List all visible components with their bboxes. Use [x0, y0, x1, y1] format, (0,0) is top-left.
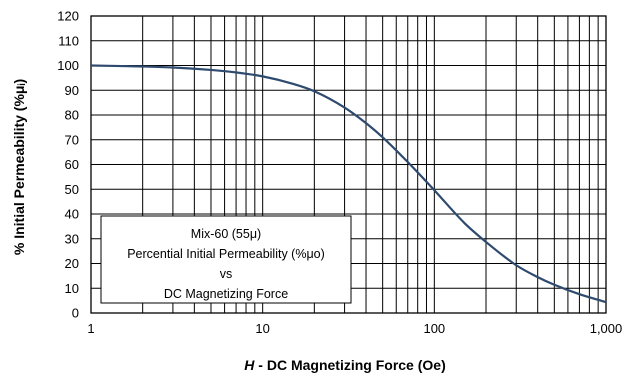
legend-line: vs — [220, 267, 233, 281]
y-tick-label: 110 — [58, 33, 79, 48]
x-tick-label: 10 — [255, 321, 269, 336]
y-tick-label: 50 — [65, 182, 79, 197]
y-tick-label: 120 — [57, 9, 79, 24]
series — [90, 64, 607, 304]
legend-line: Mix-60 (55μ) — [191, 227, 261, 241]
y-tick-label: 90 — [65, 83, 79, 98]
y-tick-label: 100 — [57, 58, 79, 73]
y-tick-labels: 0 10 20 30 40 50 60 70 80 90 100 110 120 — [57, 9, 79, 321]
y-tick-label: 40 — [65, 207, 79, 222]
series-line — [90, 64, 607, 304]
plot-frame — [90, 15, 607, 314]
y-axis-title: % Initial Permeability (%μᵢ) — [11, 79, 27, 255]
y-tick-label: 30 — [65, 231, 79, 246]
x-tick-label: 1 — [87, 321, 94, 336]
legend: Mix-60 (55μ) Percential Initial Permeabil… — [100, 215, 352, 304]
y-tick-label: 80 — [65, 108, 79, 123]
y-tick-label: 60 — [65, 157, 79, 172]
y-tick-label: 20 — [65, 256, 79, 271]
legend-line: Percential Initial Permeability (%μo) — [127, 247, 325, 261]
legend-line: DC Magnetizing Force — [164, 287, 288, 301]
legend-box — [100, 215, 352, 304]
x-tick-label: 100 — [423, 321, 445, 336]
y-tick-label: 0 — [72, 306, 79, 321]
y-tick-label: 70 — [65, 132, 79, 147]
x-axis-title: H - DC Magnetizing Force (Oe) — [244, 357, 445, 373]
x-tick-label: 1,000 — [590, 321, 623, 336]
y-tick-label: 10 — [65, 281, 79, 296]
grid-lines — [90, 15, 607, 314]
x-tick-labels: 1 10 100 1,000 — [87, 321, 622, 336]
